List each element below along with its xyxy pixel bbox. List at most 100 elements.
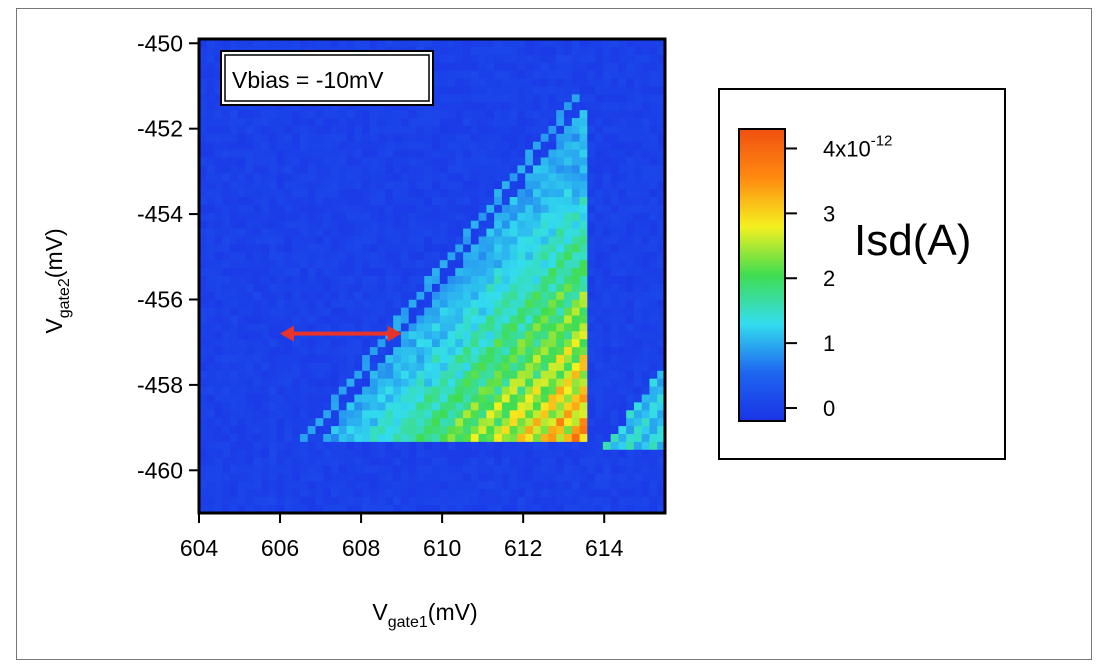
heatmap-cell xyxy=(206,268,216,277)
heatmap-cell xyxy=(276,489,286,498)
heatmap-cell xyxy=(455,220,464,230)
heatmap-cell xyxy=(657,252,665,261)
heatmap-cell xyxy=(501,86,511,95)
heatmap-cell xyxy=(532,181,542,190)
heatmap-cell xyxy=(338,386,348,396)
heatmap-cell xyxy=(416,276,425,285)
heatmap-cell xyxy=(501,449,511,459)
heatmap-cell xyxy=(377,204,386,214)
heatmap-cell xyxy=(331,355,340,364)
heatmap-cell xyxy=(595,473,604,482)
heatmap-cell xyxy=(237,449,247,459)
heatmap-cell xyxy=(377,291,386,301)
heatmap-cell xyxy=(447,457,456,467)
heatmap-cell xyxy=(501,441,511,451)
heatmap-cell xyxy=(354,410,363,419)
heatmap-cell xyxy=(416,165,425,174)
heatmap-cell xyxy=(463,133,472,143)
heatmap-cell xyxy=(657,197,665,206)
heatmap-cell xyxy=(214,204,223,214)
heatmap-cell xyxy=(494,331,503,340)
heatmap-cell xyxy=(463,78,472,87)
heatmap-cell xyxy=(494,418,503,427)
heatmap-cell xyxy=(408,378,418,388)
heatmap-cell xyxy=(470,149,480,159)
heatmap-cell xyxy=(633,370,643,380)
heatmap-cell xyxy=(369,355,379,364)
heatmap-cell xyxy=(618,39,627,48)
heatmap-cell xyxy=(463,228,472,238)
heatmap-cell xyxy=(206,291,216,301)
heatmap-cell xyxy=(501,497,511,506)
heatmap-cell xyxy=(432,339,441,348)
heatmap-cell xyxy=(222,307,231,317)
heatmap-cell xyxy=(657,473,665,482)
heatmap-cell xyxy=(292,315,301,324)
heatmap-cell xyxy=(416,157,425,166)
heatmap-cell xyxy=(292,386,301,396)
heatmap-cell xyxy=(501,54,511,64)
heatmap-cell xyxy=(400,394,410,403)
heatmap-cell xyxy=(284,236,293,245)
heatmap-cell xyxy=(641,426,651,435)
heatmap-cell xyxy=(618,62,627,72)
heatmap-cell xyxy=(323,228,332,238)
heatmap-cell xyxy=(571,70,581,80)
heatmap-cell xyxy=(595,133,604,143)
heatmap-cell xyxy=(579,133,588,143)
heatmap-cell xyxy=(478,386,487,396)
heatmap-cell xyxy=(455,141,464,151)
heatmap-cell xyxy=(618,291,627,301)
heatmap-cell xyxy=(649,497,658,506)
heatmap-cell xyxy=(408,197,418,206)
heatmap-cell xyxy=(463,141,472,151)
heatmap-cell xyxy=(299,189,309,198)
heatmap-cell xyxy=(323,410,332,419)
heatmap-cell xyxy=(494,252,503,261)
heatmap-cell xyxy=(261,489,270,498)
heatmap-cell xyxy=(478,70,487,80)
heatmap-cell xyxy=(501,276,511,285)
heatmap-cell xyxy=(618,315,627,324)
heatmap-cell xyxy=(369,228,379,238)
heatmap-cell xyxy=(548,378,557,388)
heatmap-cell xyxy=(494,465,503,475)
heatmap-cell xyxy=(276,220,286,230)
heatmap-cell xyxy=(206,276,216,285)
heatmap-cell xyxy=(579,291,588,301)
heatmap-cell xyxy=(206,339,216,348)
heatmap-cell xyxy=(214,481,223,490)
heatmap-cell xyxy=(447,173,456,182)
heatmap-cell xyxy=(237,181,247,190)
heatmap-cell xyxy=(509,181,519,190)
heatmap-cell xyxy=(253,276,262,285)
heatmap-cell xyxy=(602,457,612,467)
heatmap-cell xyxy=(261,465,270,475)
heatmap-cell xyxy=(408,204,418,214)
heatmap-cell xyxy=(284,283,293,293)
heatmap-cell xyxy=(245,347,254,356)
heatmap-cell xyxy=(587,118,596,127)
heatmap-cell xyxy=(649,378,658,388)
heatmap-cell xyxy=(587,299,596,309)
heatmap-cell xyxy=(618,197,627,206)
heatmap-cell xyxy=(307,118,317,127)
heatmap-cell xyxy=(532,39,542,48)
heatmap-cell xyxy=(377,165,386,174)
heatmap-cell xyxy=(323,276,332,285)
heatmap-cell xyxy=(486,276,495,285)
heatmap-cell xyxy=(455,173,464,182)
heatmap-cell xyxy=(501,315,511,324)
heatmap-cell xyxy=(571,54,581,64)
colorbar-tick-label: 1 xyxy=(823,331,835,356)
heatmap-cell xyxy=(299,315,309,324)
heatmap-cell xyxy=(540,355,550,364)
heatmap-cell xyxy=(494,441,503,451)
heatmap-cell xyxy=(587,276,596,285)
heatmap-cell xyxy=(602,283,612,293)
heatmap-cell xyxy=(509,378,519,388)
heatmap-cell xyxy=(618,441,627,451)
heatmap-cell xyxy=(525,481,534,490)
heatmap-cell xyxy=(501,70,511,80)
heatmap-cell xyxy=(400,212,410,222)
